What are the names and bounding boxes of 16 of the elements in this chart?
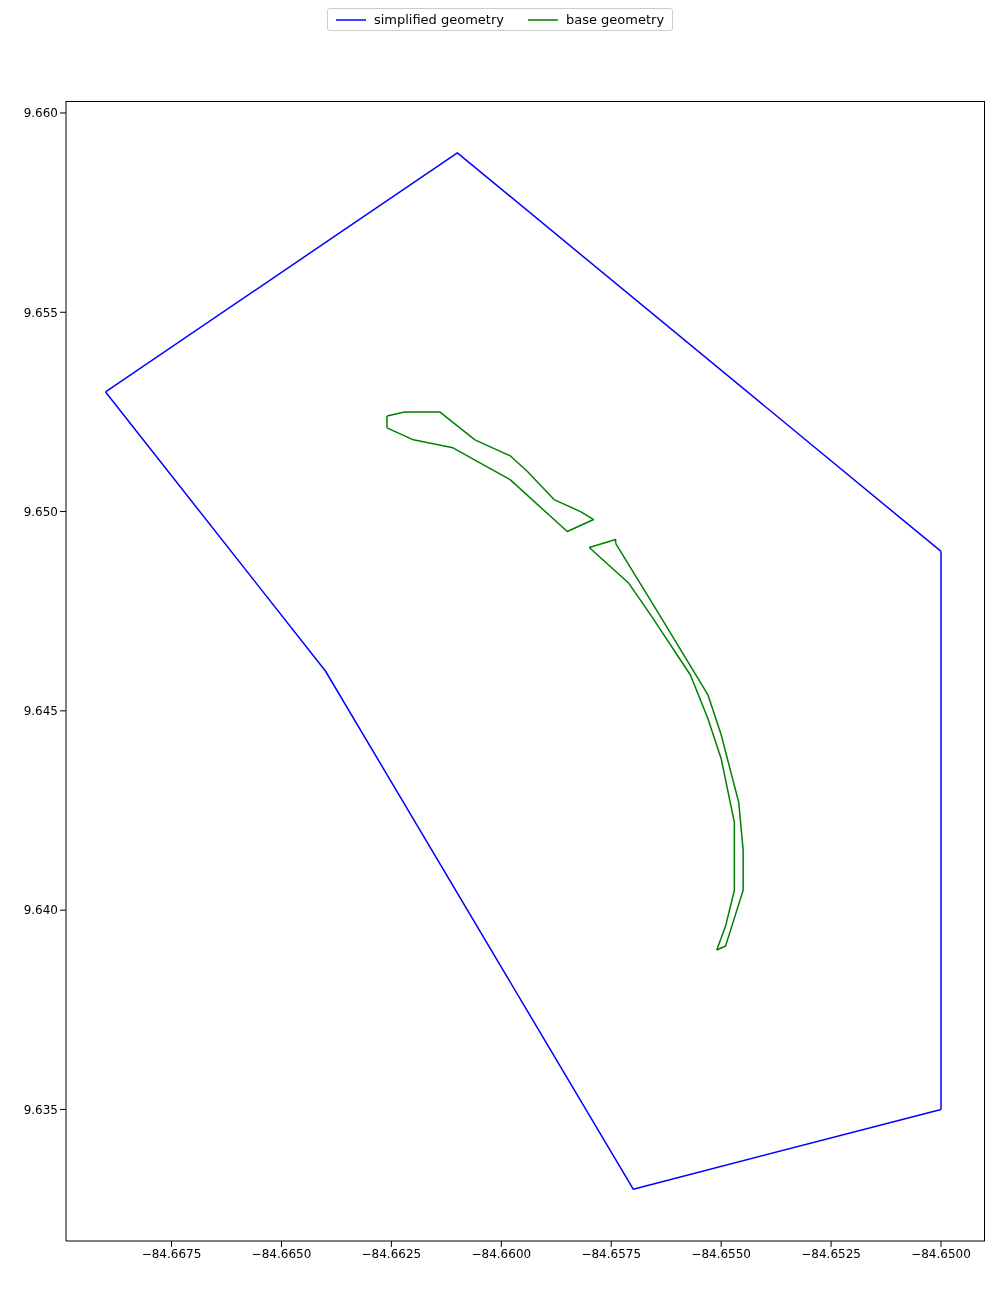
x-tick-label: −84.6500 bbox=[911, 1246, 971, 1261]
legend-label: base geometry bbox=[565, 12, 665, 27]
x-tick-label: −84.6675 bbox=[141, 1246, 202, 1261]
y-tick-label: 9.655 bbox=[23, 305, 58, 320]
y-tick-label: 9.650 bbox=[23, 504, 58, 519]
x-tick-label: −84.6550 bbox=[691, 1246, 752, 1261]
x-tick-label: −84.6525 bbox=[801, 1246, 861, 1261]
legend-label: simplified geometry bbox=[373, 12, 504, 27]
x-tick-label: −84.6575 bbox=[581, 1246, 642, 1261]
x-tick-label: −84.6600 bbox=[471, 1246, 532, 1261]
y-tick-label: 9.635 bbox=[23, 1102, 58, 1117]
y-tick-label: 9.660 bbox=[23, 106, 58, 121]
x-tick-label: −84.6650 bbox=[251, 1246, 312, 1261]
y-tick-label: 9.645 bbox=[23, 704, 58, 719]
y-tick-label: 9.640 bbox=[23, 903, 58, 918]
x-tick-label: −84.6625 bbox=[361, 1246, 422, 1261]
